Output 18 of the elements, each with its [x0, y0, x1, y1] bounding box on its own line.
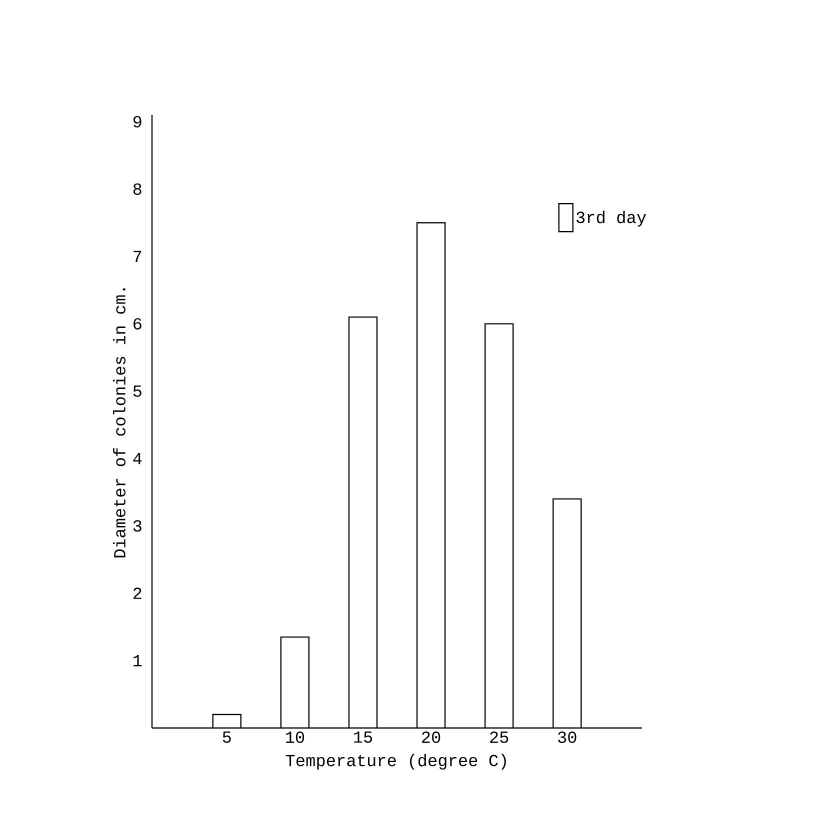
x-axis-title: Temperature (degree C) [286, 754, 506, 770]
y-tick-label: 8 [133, 183, 142, 195]
y-tick-label: 1 [134, 655, 142, 666]
y-tick-label: 7 [134, 250, 142, 262]
y-tick-label: 6 [134, 318, 142, 330]
x-tick-label: 25 [490, 732, 508, 744]
y-tick-label: 5 [133, 386, 142, 397]
x-tick-label: 30 [558, 732, 576, 744]
x-tick-label: 15 [354, 732, 372, 743]
y-axis-title: Diameter of colonies in cm. [113, 288, 126, 558]
x-tick-label: 20 [422, 732, 440, 744]
y-tick-label: 4 [133, 452, 142, 464]
x-tick-label: 5 [222, 732, 231, 743]
x-tick-label: 10 [286, 732, 304, 744]
y-tick-label: 2 [134, 588, 142, 599]
y-tick-label: 3 [133, 520, 142, 532]
y-tick-label: 9 [133, 116, 142, 128]
legend-label: 3rd day [576, 210, 646, 227]
